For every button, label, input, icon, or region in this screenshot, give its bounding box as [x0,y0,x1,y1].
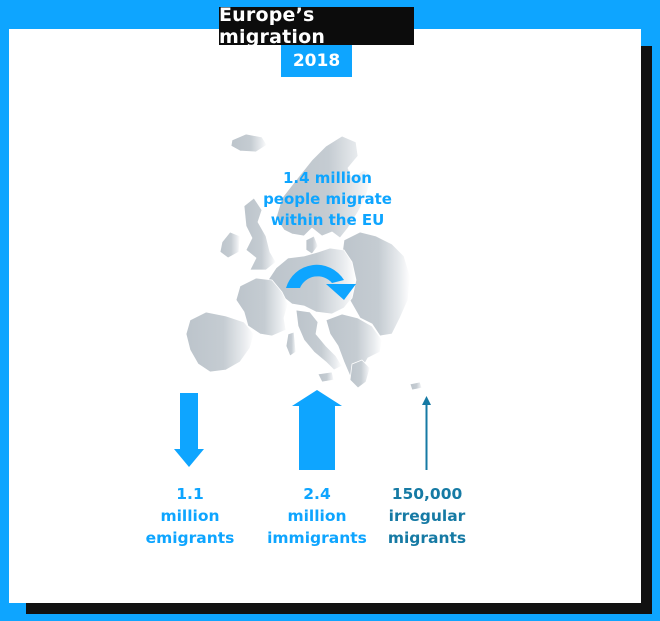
year-badge: 2018 [281,45,352,77]
immigrants-label: immigrants [267,529,367,547]
emigrants-label: emigrants [145,529,235,547]
emigrants-value: 1.1 [176,485,204,503]
circular-arrow-icon [286,264,356,300]
arrow-up-icon [292,390,342,470]
irregular-unit: irregular [388,507,466,525]
ireland-shape [219,231,241,259]
sicily-shape [317,371,335,383]
scandinavia-shape [275,135,373,239]
immigrants-value: 2.4 [303,485,331,503]
arrow-down-icon [174,393,204,467]
iberia-shape [185,311,255,373]
iceland-shape [230,133,268,153]
arrow-up-thin-icon [422,396,431,470]
irregular-label: migrants [387,529,467,547]
immigrants-stat: 2.4 million immigrants [262,483,372,549]
within-eu-line2: people migrate [263,190,392,208]
emigrants-stat: 1.1 million emigrants [140,483,240,549]
immigrants-unit: million [287,507,347,525]
balkans-shape [325,313,383,377]
cyprus-shape [409,381,423,391]
emigrants-unit: million [160,507,220,525]
infographic-card [9,29,641,603]
irregular-value: 150,000 [391,485,463,503]
denmark-shape [305,235,319,255]
page-title: Europe’s migration [219,4,414,48]
greece-shape [349,359,371,389]
sardinia-shape [285,331,297,357]
within-eu-line1: 1.4 million [283,169,372,187]
great-britain-shape [243,197,277,271]
italy-shape [295,309,343,371]
within-eu-line3: within the EU [270,211,385,229]
within-eu-label: 1.4 million people migrate within the EU [250,168,405,231]
france-shape [235,277,289,337]
irregular-migrants-stat: 150,000 irregular migrants [372,483,482,549]
